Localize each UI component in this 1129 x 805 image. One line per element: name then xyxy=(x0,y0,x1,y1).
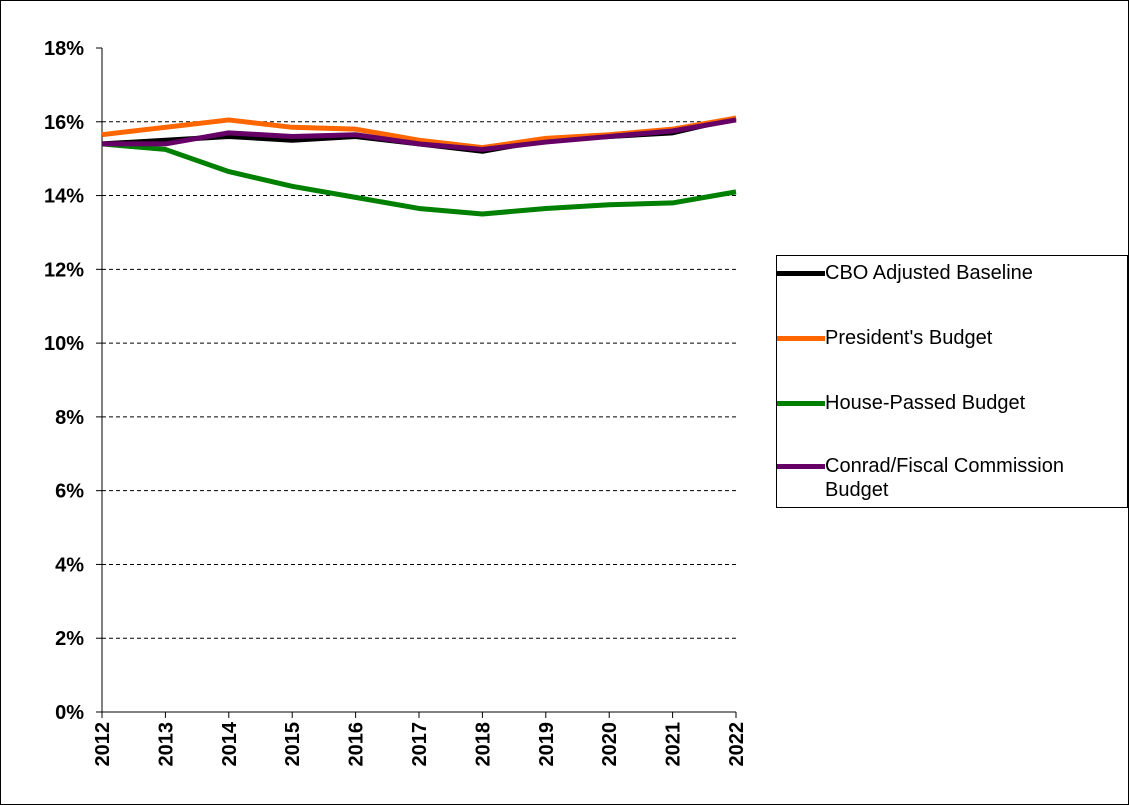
legend-entry: House-Passed Budget xyxy=(777,391,1121,415)
x-tick-label: 2018 xyxy=(472,722,494,767)
x-tick-label: 2016 xyxy=(346,722,368,767)
legend-entry: President's Budget xyxy=(777,326,1121,350)
y-tick-label: 18% xyxy=(44,38,84,60)
series-line xyxy=(101,141,737,217)
x-tick-label: 2022 xyxy=(726,722,748,767)
legend-label: House-Passed Budget xyxy=(825,392,1026,414)
y-tick-label: 8% xyxy=(55,407,84,429)
y-tick-label: 16% xyxy=(44,112,84,134)
legend-label: Conrad/Fiscal Commission Budget xyxy=(825,455,1064,501)
y-tick-label: 2% xyxy=(55,628,84,650)
legend-label: President's Budget xyxy=(825,327,993,349)
x-tick-label: 2015 xyxy=(282,722,304,767)
series-line xyxy=(102,117,737,152)
legend-label: CBO Adjusted Baseline xyxy=(825,262,1033,284)
x-tick-label: 2019 xyxy=(536,722,558,767)
legend-swatch xyxy=(777,336,825,341)
y-tick-label: 6% xyxy=(55,481,84,503)
x-tick-label: 2014 xyxy=(219,721,241,766)
legend-swatch xyxy=(777,401,825,406)
y-tick-label: 4% xyxy=(55,554,84,576)
x-tick-label: 2021 xyxy=(663,722,685,767)
legend-entry: CBO Adjusted Baseline xyxy=(777,261,1121,285)
x-tick-label: 2017 xyxy=(409,722,431,767)
legend-swatch xyxy=(777,271,825,276)
y-tick-label: 0% xyxy=(55,702,84,724)
x-tick-label: 2012 xyxy=(92,722,114,767)
legend-entry: Conrad/Fiscal Commission Budget xyxy=(777,454,1121,502)
y-tick-label: 12% xyxy=(44,259,84,281)
y-tick-label: 14% xyxy=(44,186,84,208)
x-tick-label: 2020 xyxy=(599,722,621,767)
x-tick-label: 2013 xyxy=(155,722,177,767)
legend: CBO Adjusted Baseline President's Budget H… xyxy=(776,255,1128,508)
legend-swatch xyxy=(777,464,825,469)
y-tick-label: 10% xyxy=(44,333,84,355)
